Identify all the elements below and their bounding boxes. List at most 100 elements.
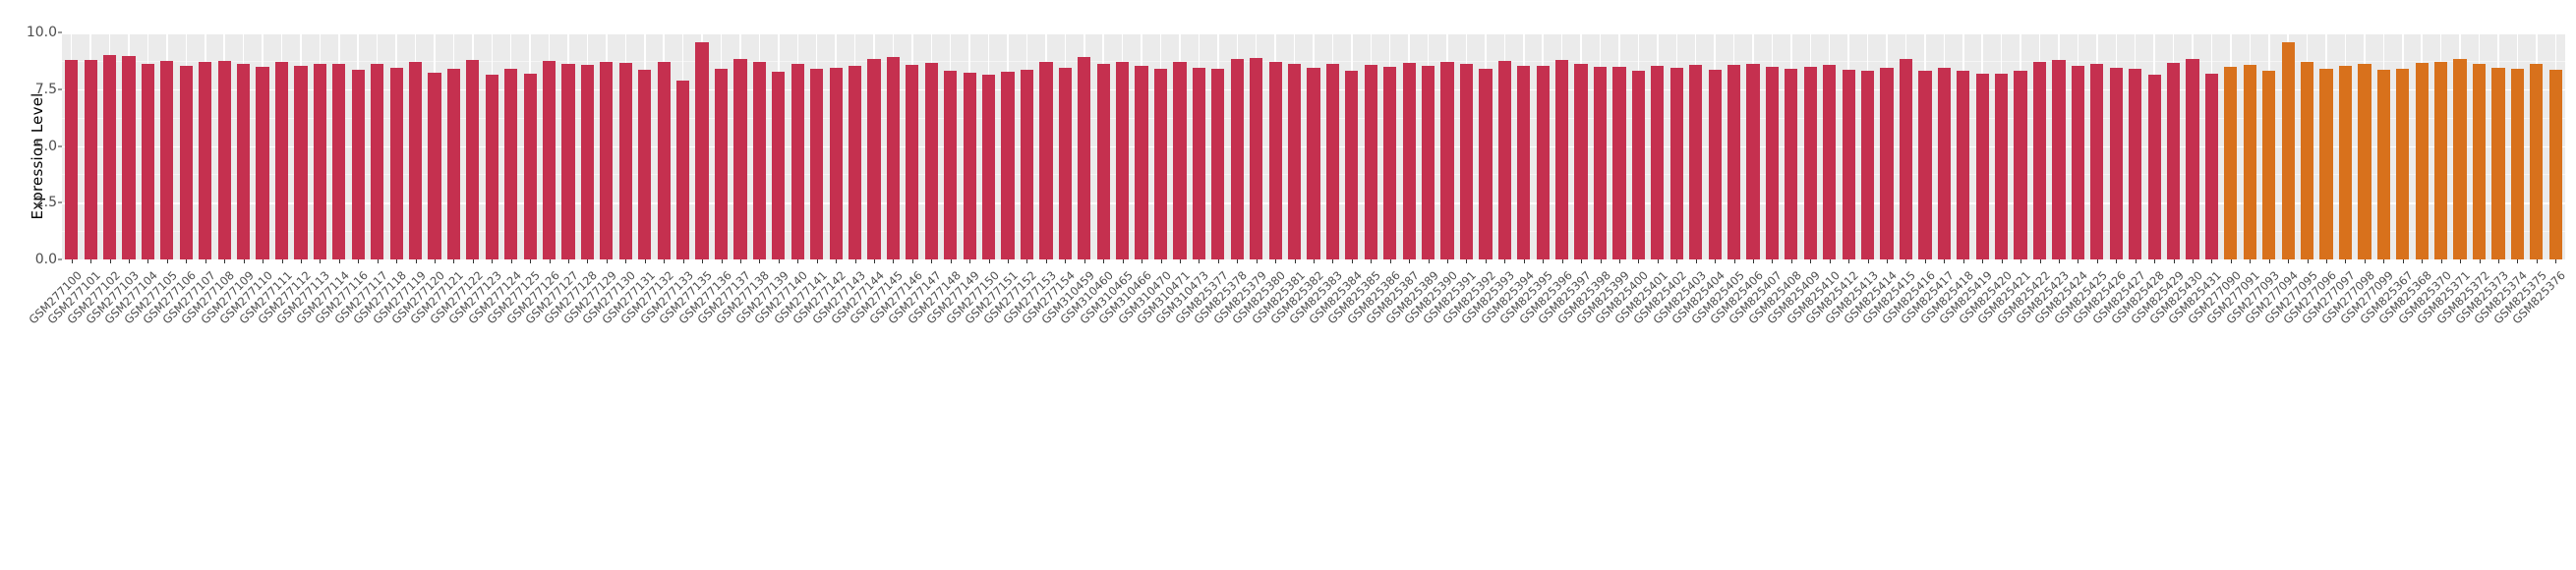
bar[interactable] bbox=[676, 80, 690, 259]
bar[interactable] bbox=[141, 63, 155, 259]
bar[interactable] bbox=[389, 68, 403, 259]
bar[interactable] bbox=[1669, 68, 1683, 259]
bar[interactable] bbox=[1861, 70, 1875, 259]
bar[interactable] bbox=[2376, 70, 2390, 259]
bar[interactable] bbox=[2052, 59, 2066, 259]
bar[interactable] bbox=[217, 61, 231, 259]
bar[interactable] bbox=[1211, 68, 1225, 259]
bar[interactable] bbox=[2109, 67, 2123, 259]
bar[interactable] bbox=[1517, 66, 1531, 259]
bar[interactable] bbox=[1497, 61, 1511, 259]
bar[interactable] bbox=[695, 41, 709, 259]
bar[interactable] bbox=[2262, 70, 2276, 259]
bar[interactable] bbox=[1479, 68, 1493, 259]
bar[interactable] bbox=[580, 64, 595, 259]
bar[interactable] bbox=[2204, 73, 2219, 259]
bar[interactable] bbox=[2129, 68, 2142, 259]
bar[interactable] bbox=[886, 57, 901, 259]
bar[interactable] bbox=[1268, 61, 1282, 259]
bar[interactable] bbox=[256, 67, 269, 259]
bar[interactable] bbox=[274, 61, 289, 259]
bar[interactable] bbox=[371, 63, 384, 259]
bar[interactable] bbox=[1383, 66, 1397, 259]
bar[interactable] bbox=[65, 59, 79, 259]
bar[interactable] bbox=[1651, 66, 1665, 259]
bar[interactable] bbox=[179, 66, 193, 259]
bar[interactable] bbox=[2243, 64, 2256, 259]
bar[interactable] bbox=[638, 69, 652, 259]
bar[interactable] bbox=[1785, 69, 1798, 259]
bar[interactable] bbox=[122, 55, 136, 259]
bar[interactable] bbox=[294, 66, 308, 259]
bar[interactable] bbox=[2530, 63, 2544, 259]
bar[interactable] bbox=[1135, 66, 1148, 259]
bar[interactable] bbox=[1440, 62, 1454, 259]
bar[interactable] bbox=[2281, 41, 2295, 259]
bar[interactable] bbox=[1612, 67, 1626, 259]
bar[interactable] bbox=[1727, 65, 1741, 259]
bar[interactable] bbox=[772, 71, 786, 259]
bar[interactable] bbox=[1593, 66, 1608, 259]
bar[interactable] bbox=[1250, 58, 1263, 259]
bar[interactable] bbox=[2032, 61, 2047, 259]
bar[interactable] bbox=[2166, 62, 2181, 259]
bar[interactable] bbox=[1823, 65, 1837, 259]
bar[interactable] bbox=[2472, 64, 2487, 259]
bar[interactable] bbox=[2338, 66, 2353, 259]
bar[interactable] bbox=[332, 63, 346, 259]
bar[interactable] bbox=[981, 74, 996, 259]
bar[interactable] bbox=[1422, 66, 1435, 259]
bar[interactable] bbox=[1020, 69, 1034, 259]
bar[interactable] bbox=[1918, 71, 1932, 259]
bar[interactable] bbox=[2186, 59, 2199, 259]
bar[interactable] bbox=[1096, 64, 1110, 259]
bar[interactable] bbox=[790, 64, 804, 259]
bar[interactable] bbox=[2014, 71, 2027, 259]
bar[interactable] bbox=[714, 69, 729, 259]
bar[interactable] bbox=[2415, 62, 2429, 259]
bar[interactable] bbox=[2301, 62, 2314, 259]
bar[interactable] bbox=[1325, 63, 1340, 259]
bar[interactable] bbox=[84, 60, 97, 259]
bar[interactable] bbox=[199, 61, 212, 259]
bar[interactable] bbox=[466, 60, 480, 259]
bar[interactable] bbox=[1116, 62, 1130, 259]
bar[interactable] bbox=[1995, 74, 2009, 259]
bar[interactable] bbox=[1937, 68, 1951, 259]
bar[interactable] bbox=[2319, 68, 2333, 259]
bar[interactable] bbox=[1536, 65, 1550, 259]
bar[interactable] bbox=[542, 61, 556, 259]
bar[interactable] bbox=[1364, 64, 1377, 259]
bar[interactable] bbox=[618, 62, 632, 259]
bar[interactable] bbox=[924, 62, 938, 259]
bar[interactable] bbox=[752, 62, 766, 259]
bar[interactable] bbox=[1975, 73, 1989, 259]
bar[interactable] bbox=[2090, 63, 2104, 259]
bar[interactable] bbox=[2224, 67, 2238, 259]
bar[interactable] bbox=[504, 68, 518, 259]
bar[interactable] bbox=[485, 74, 498, 259]
bar[interactable] bbox=[1746, 63, 1760, 259]
bar[interactable] bbox=[1345, 70, 1359, 259]
bar[interactable] bbox=[906, 65, 919, 259]
bar[interactable] bbox=[2491, 67, 2505, 259]
bar[interactable] bbox=[1689, 64, 1703, 259]
bar[interactable] bbox=[1001, 72, 1015, 259]
bar[interactable] bbox=[600, 61, 614, 259]
bar[interactable] bbox=[867, 59, 881, 259]
bar[interactable] bbox=[1058, 67, 1072, 259]
bar[interactable] bbox=[102, 54, 117, 259]
bar[interactable] bbox=[944, 71, 958, 259]
bar[interactable] bbox=[1153, 69, 1168, 259]
bar[interactable] bbox=[2147, 75, 2161, 259]
bar[interactable] bbox=[1708, 70, 1722, 259]
bar[interactable] bbox=[1039, 62, 1053, 259]
bar[interactable] bbox=[848, 65, 862, 259]
bar[interactable] bbox=[1173, 62, 1187, 259]
bar[interactable] bbox=[657, 61, 671, 259]
bar[interactable] bbox=[1574, 63, 1588, 259]
bar[interactable] bbox=[1192, 68, 1205, 259]
bar[interactable] bbox=[1078, 57, 1091, 259]
bar[interactable] bbox=[446, 69, 460, 259]
bar[interactable] bbox=[523, 73, 537, 259]
